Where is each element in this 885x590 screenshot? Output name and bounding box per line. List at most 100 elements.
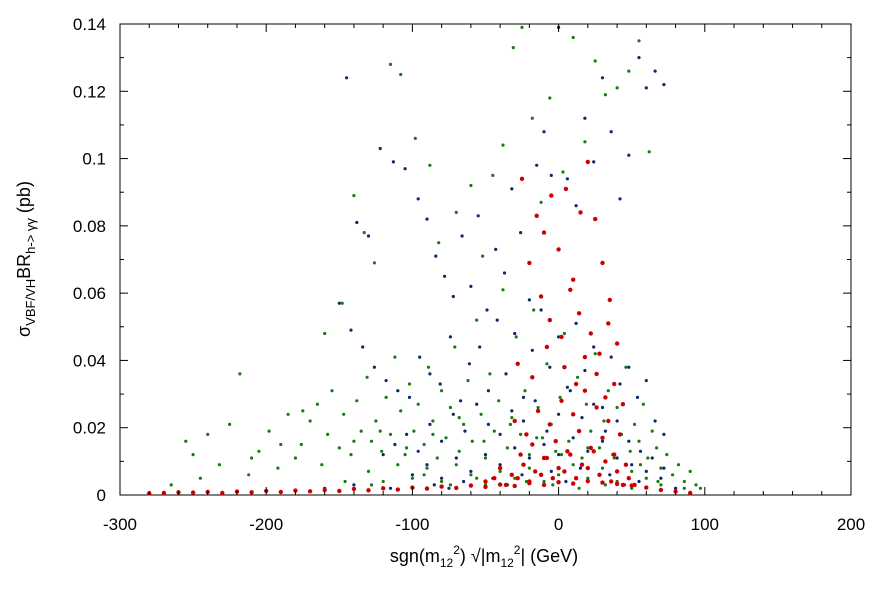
data-point	[659, 476, 663, 480]
data-point	[541, 230, 547, 235]
data-point	[428, 422, 432, 426]
data-point	[588, 331, 593, 336]
data-point	[530, 348, 534, 352]
data-point	[545, 362, 549, 366]
data-point	[343, 479, 347, 484]
data-point	[462, 479, 466, 484]
data-point	[468, 483, 474, 488]
data-point	[662, 83, 666, 87]
data-point	[627, 69, 631, 73]
data-point	[498, 432, 502, 436]
data-point	[267, 429, 271, 433]
data-point	[384, 395, 388, 399]
data-point	[365, 375, 369, 379]
data-point	[637, 56, 641, 60]
data-point	[249, 490, 254, 495]
data-point	[519, 432, 523, 436]
data-point	[482, 439, 486, 443]
data-point	[190, 490, 196, 495]
data-point	[247, 473, 251, 477]
data-point	[542, 442, 546, 447]
data-point	[559, 398, 564, 403]
data-point	[600, 260, 605, 266]
data-point	[391, 160, 395, 164]
data-point	[486, 389, 490, 393]
data-point	[578, 466, 583, 470]
data-point	[544, 455, 550, 461]
data-point	[521, 395, 526, 399]
data-point	[220, 490, 225, 496]
data-point	[585, 159, 590, 165]
data-point	[337, 446, 341, 450]
data-point	[583, 368, 587, 373]
data-point	[600, 480, 605, 485]
data-point	[644, 469, 648, 473]
data-point	[627, 365, 631, 369]
data-point	[539, 200, 543, 204]
data-point	[554, 449, 558, 453]
data-point	[492, 429, 496, 433]
data-point	[662, 466, 666, 470]
data-point	[426, 365, 431, 369]
data-point	[600, 405, 605, 410]
data-point	[355, 399, 359, 403]
data-point	[612, 456, 616, 460]
data-point	[462, 422, 466, 426]
data-point	[393, 442, 397, 447]
data-point	[527, 466, 532, 470]
data-point	[384, 379, 388, 383]
data-point	[544, 344, 550, 350]
data-point	[538, 294, 544, 299]
data-point	[349, 328, 353, 332]
data-point	[576, 428, 582, 434]
data-point	[682, 486, 686, 490]
y-tick-label: 0.08	[73, 217, 106, 236]
data-point	[454, 485, 459, 491]
data-point	[594, 371, 599, 377]
data-point	[206, 432, 210, 436]
data-point	[301, 409, 305, 413]
data-point	[623, 462, 629, 467]
data-point	[238, 372, 242, 376]
y-tick-label: 0.12	[73, 82, 106, 101]
data-point	[366, 469, 371, 473]
data-point	[682, 479, 686, 484]
y-title-sigma: σ	[14, 326, 34, 337]
data-point	[393, 355, 397, 359]
data-point	[535, 436, 539, 440]
data-point	[395, 487, 400, 492]
data-point	[494, 247, 498, 251]
data-point	[509, 472, 514, 477]
data-point	[618, 197, 622, 201]
data-point	[345, 76, 349, 80]
data-point	[323, 331, 327, 336]
data-point	[416, 402, 420, 406]
data-point	[410, 476, 414, 480]
data-point	[503, 482, 509, 488]
data-point	[440, 439, 444, 443]
data-point	[568, 287, 573, 292]
x-tick-label: 100	[691, 515, 719, 534]
data-point	[630, 469, 634, 473]
data-point	[483, 456, 488, 460]
data-point	[535, 163, 539, 167]
data-point	[451, 412, 455, 416]
data-point	[435, 456, 439, 460]
data-point	[431, 432, 435, 436]
data-point	[424, 486, 430, 491]
data-point	[688, 490, 693, 496]
data-point	[448, 483, 452, 487]
data-point	[374, 419, 378, 423]
data-point	[521, 462, 526, 467]
data-point	[582, 354, 588, 360]
data-point	[586, 446, 590, 450]
data-point	[650, 429, 654, 433]
data-point	[278, 489, 283, 495]
data-point	[378, 429, 382, 433]
data-point	[542, 479, 546, 484]
data-point	[448, 335, 452, 339]
data-point	[638, 463, 643, 467]
data-point	[688, 469, 692, 473]
data-point	[614, 481, 620, 487]
data-point	[571, 463, 575, 467]
